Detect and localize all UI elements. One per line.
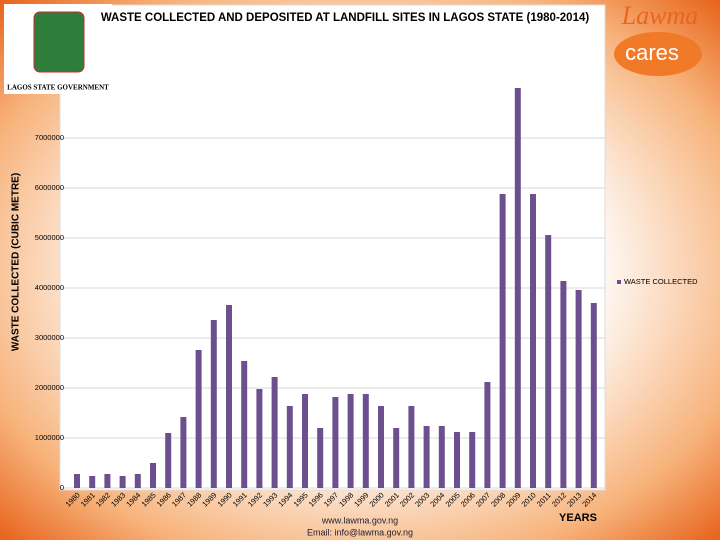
bar bbox=[499, 194, 506, 488]
y-tick-label: 5000000 bbox=[35, 233, 64, 242]
bar bbox=[484, 382, 491, 488]
bar bbox=[74, 474, 80, 488]
y-axis-label: WASTE COLLECTED (CUBIC METRE) bbox=[11, 173, 22, 351]
bar bbox=[347, 394, 354, 488]
y-tick-label: 4000000 bbox=[35, 283, 64, 292]
chart-title: WASTE COLLECTED AND DEPOSITED AT LANDFIL… bbox=[101, 12, 590, 24]
bar bbox=[165, 433, 172, 488]
y-tick-label: 3000000 bbox=[35, 333, 64, 342]
bar bbox=[210, 320, 217, 488]
bar bbox=[271, 377, 278, 488]
gov-name: LAGOS STATE GOVERNMENT bbox=[7, 84, 109, 92]
bar bbox=[104, 474, 111, 488]
y-tick-label: 1000000 bbox=[35, 433, 64, 442]
bar bbox=[469, 432, 476, 488]
legend-label: WASTE COLLECTED bbox=[624, 277, 698, 286]
bar bbox=[150, 463, 156, 488]
y-tick-label: 7000000 bbox=[35, 133, 64, 142]
bar bbox=[302, 394, 308, 488]
bar bbox=[134, 474, 141, 488]
bar bbox=[89, 476, 96, 488]
bar bbox=[408, 406, 415, 488]
x-axis-label: YEARS bbox=[559, 512, 597, 524]
bar bbox=[454, 432, 460, 488]
crest bbox=[33, 11, 85, 73]
bar bbox=[378, 406, 384, 488]
bar bbox=[393, 428, 400, 488]
bar bbox=[514, 88, 521, 488]
bar bbox=[119, 476, 126, 488]
slogan: cares bbox=[625, 40, 679, 65]
website: www.lawma.gov.ng bbox=[321, 515, 398, 525]
bar bbox=[286, 406, 293, 488]
bar bbox=[180, 417, 187, 488]
bar bbox=[195, 350, 202, 488]
legend-swatch bbox=[617, 280, 621, 284]
bar bbox=[332, 397, 339, 488]
bar bbox=[438, 426, 445, 488]
bar bbox=[530, 194, 536, 488]
bar bbox=[226, 305, 232, 488]
bar bbox=[590, 303, 597, 488]
bar bbox=[241, 361, 248, 488]
y-tick-label: 0 bbox=[60, 483, 64, 492]
bar bbox=[362, 394, 369, 488]
y-tick-label: 2000000 bbox=[35, 383, 64, 392]
bar bbox=[423, 426, 430, 488]
bar bbox=[317, 428, 324, 488]
bar bbox=[560, 281, 567, 488]
bar bbox=[575, 290, 582, 488]
email: Email: info@lawma.gov.ng bbox=[307, 527, 413, 537]
y-tick-label: 6000000 bbox=[35, 183, 64, 192]
bar bbox=[545, 235, 552, 488]
brand: Lawma bbox=[621, 1, 699, 30]
bar bbox=[256, 389, 263, 488]
brand-badge bbox=[614, 32, 702, 76]
